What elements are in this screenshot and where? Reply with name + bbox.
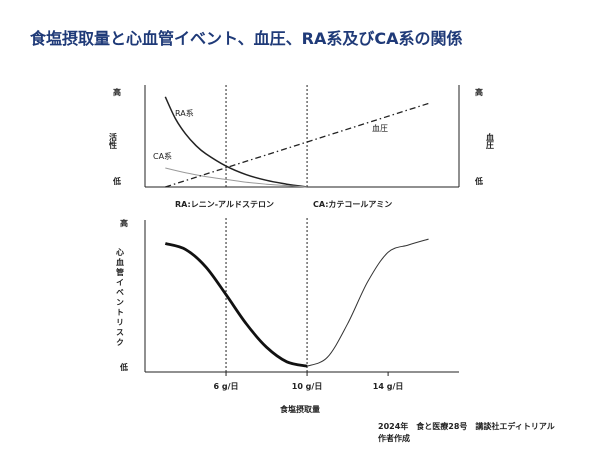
- top-right-low-tick: 低: [474, 176, 483, 186]
- slide-title: 食塩摂取量と心血管イベント、血圧、RA系及びCA系の関係: [29, 29, 463, 48]
- ra-line: [164, 96, 308, 188]
- bp-line: [165, 102, 429, 188]
- ra-series-label: RA系: [175, 108, 194, 118]
- x-tick-label: 6 g/日: [214, 382, 239, 391]
- ra-annotation: RA:レニン-アルドステロン: [175, 200, 274, 209]
- top-right-high-tick: 高: [475, 87, 483, 97]
- ca-series-label: CA系: [153, 151, 172, 161]
- bottom-low-tick: 低: [119, 362, 128, 372]
- top-left-high-tick: 高: [113, 87, 121, 97]
- source-line-1: 2024年 食と医療28号 講談社エディトリアル: [378, 421, 555, 431]
- ca-line: [165, 167, 308, 188]
- top-left-low-tick: 低: [112, 176, 121, 186]
- x-tick-label: 10 g/日: [292, 382, 323, 391]
- risk-line-increasing: [306, 238, 429, 367]
- bottom-ylabel: 心血管イベントリスク: [116, 247, 125, 348]
- top-right-ylabel: 血圧: [486, 132, 495, 150]
- top-plot-marks: [164, 85, 429, 188]
- bottom-xlabel: 食塩摂取量: [280, 404, 320, 414]
- risk-line-decreasing: [164, 242, 308, 368]
- bottom-high-tick: 高: [120, 218, 128, 228]
- bp-series-label: 血圧: [372, 123, 388, 133]
- source-line-2: 作者作成: [378, 433, 410, 443]
- bottom-plot-marks: 6 g/日 10 g/日 14 g/日: [164, 218, 429, 391]
- top-left-ylabel: 活性: [109, 132, 118, 150]
- ca-annotation: CA:カテコールアミン: [313, 200, 392, 209]
- x-tick-label: 14 g/日: [373, 382, 404, 391]
